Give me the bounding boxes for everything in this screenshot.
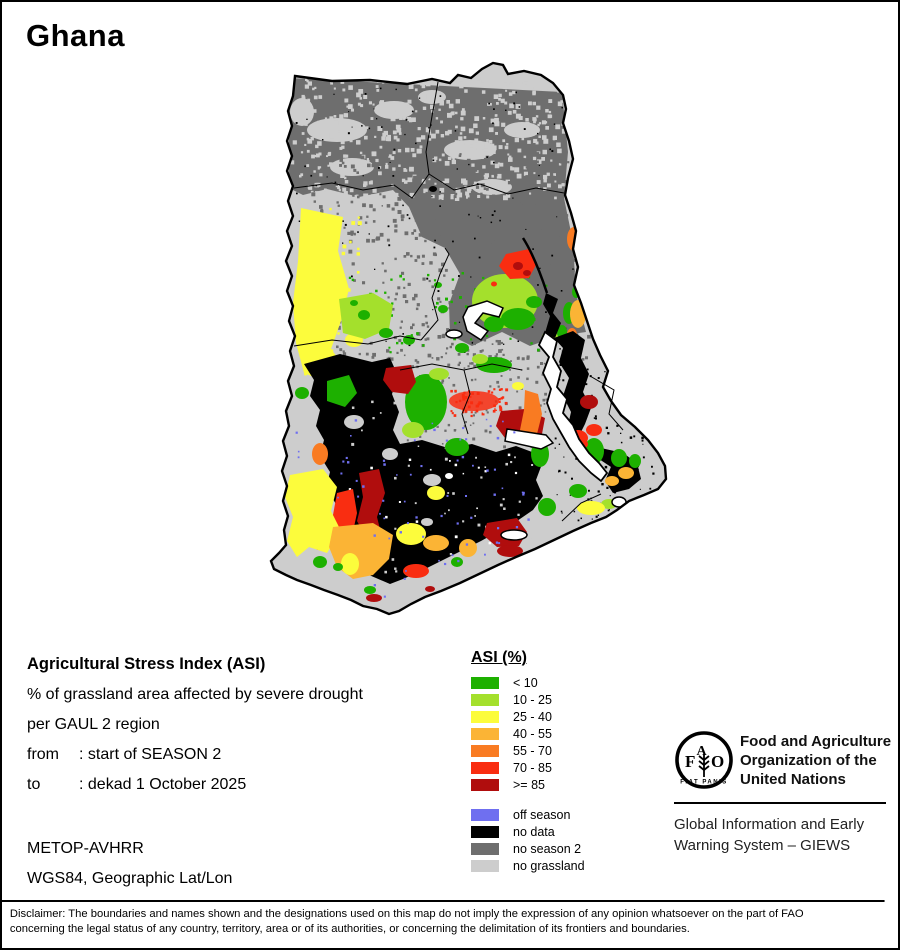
legend-row: 10 - 25 [471, 691, 651, 708]
legend-label: 55 - 70 [513, 743, 552, 758]
legend-row: off season [471, 806, 651, 823]
legend-label: 10 - 25 [513, 692, 552, 707]
disclaimer-line-2: concerning the legal status of any count… [9, 923, 690, 935]
legend-label: no data [513, 824, 555, 839]
legend-swatch [471, 727, 499, 740]
legend-title: ASI (%) [471, 649, 527, 666]
period-from: from : start of SEASON 2 [27, 746, 221, 764]
legend-row: no season 2 [471, 840, 651, 857]
legend-label: >= 85 [513, 777, 545, 792]
giews-name: Global Information and Early Warning Sys… [674, 816, 865, 854]
legend-classes: < 10 10 - 25 25 - 40 40 - 55 55 - 70 70 - 85 >… [471, 674, 651, 793]
legend-swatch [471, 808, 499, 821]
from-label: from [27, 746, 59, 763]
svg-text:O: O [711, 752, 724, 771]
projection-name: WGS84, Geographic Lat/Lon [27, 870, 233, 887]
sensor-name: METOP-AVHRR [27, 840, 144, 857]
page-title: Ghana [26, 18, 125, 53]
legend-label: 25 - 40 [513, 709, 552, 724]
legend-swatch [471, 693, 499, 706]
legend-label: < 10 [513, 675, 538, 690]
admin-boundaries [293, 81, 624, 522]
legend-row: no grassland [471, 857, 651, 874]
legend-label: off season [513, 807, 571, 822]
asi-description: % of grassland area affected by severe d… [27, 686, 363, 703]
asi-legend: ASI (%) < 10 10 - 25 25 - 40 40 - 55 55 - 70… [471, 649, 651, 874]
fao-motto: FIAT PANIS [680, 780, 727, 786]
legend-row: 25 - 40 [471, 708, 651, 725]
legend-swatch [471, 825, 499, 838]
svg-text:F: F [685, 752, 695, 771]
legend-swatch [471, 761, 499, 774]
map-south-patches [285, 354, 641, 602]
country-outline [269, 61, 668, 616]
wheat-ear-icon [698, 754, 710, 777]
legend-label: 40 - 55 [513, 726, 552, 741]
from-value: : start of SEASON 2 [79, 746, 222, 763]
to-value: : dekad 1 October 2025 [79, 776, 247, 793]
to-label: to [27, 776, 41, 793]
legend-row: < 10 [471, 674, 651, 691]
fao-divider [674, 802, 886, 804]
legend-row: 55 - 70 [471, 742, 651, 759]
disclaimer-line-1: Disclaimer: The boundaries and names sho… [9, 908, 804, 920]
legend-label: 70 - 85 [513, 760, 552, 775]
legend-swatch [471, 778, 499, 791]
legend-row: no data [471, 823, 651, 840]
legend-extras: off season no data no season 2 no grassland [471, 806, 651, 874]
lake-volta [445, 300, 627, 541]
legend-row: 70 - 85 [471, 759, 651, 776]
fao-block: F A O FIAT PANIS Food and Agriculture Or… [674, 730, 892, 854]
legend-label: no grassland [513, 858, 585, 873]
disclaimer: Disclaimer: The boundaries and names sho… [2, 900, 885, 942]
asi-region-level: per GAUL 2 region [27, 716, 160, 733]
fao-org-name: Food and Agriculture Organization of the… [740, 733, 892, 788]
legend-swatch [471, 859, 499, 872]
period-to: to : dekad 1 October 2025 [27, 776, 246, 794]
legend-swatch [471, 744, 499, 757]
legend-swatch [471, 710, 499, 723]
svg-text:A: A [697, 744, 708, 759]
legend-swatch [471, 676, 499, 689]
legend-row: 40 - 55 [471, 725, 651, 742]
legend-label: no season 2 [513, 841, 582, 856]
legend-swatch [471, 842, 499, 855]
legend-row: >= 85 [471, 776, 651, 793]
asi-heading: Agricultural Stress Index (ASI) [27, 655, 266, 673]
fao-logo-icon: F A O FIAT PANIS [675, 731, 733, 789]
